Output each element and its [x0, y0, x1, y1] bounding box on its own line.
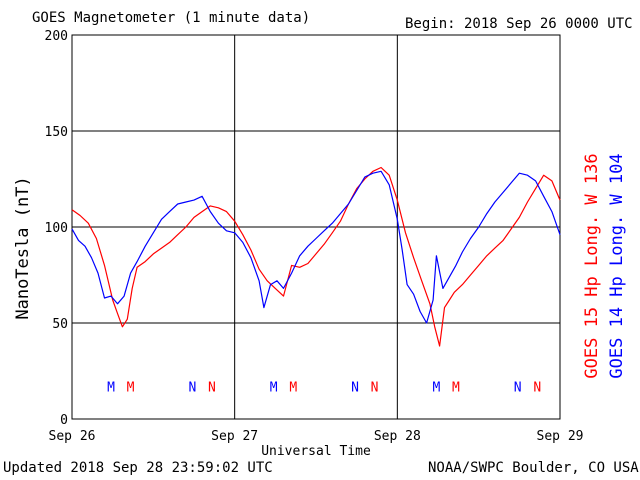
- event-marker: N: [514, 380, 522, 395]
- event-marker: N: [188, 380, 196, 395]
- y-tick-label: 100: [45, 221, 68, 236]
- chart-title: GOES Magnetometer (1 minute data): [32, 10, 311, 26]
- event-marker: N: [533, 380, 541, 395]
- y-tick-label: 200: [45, 29, 68, 44]
- updated-time: Updated 2018 Sep 28 23:59:02 UTC: [3, 460, 273, 476]
- legend-goes14: GOES 14 Hp Long. W 104: [607, 153, 627, 378]
- event-marker: M: [452, 380, 460, 395]
- y-tick-label: 50: [52, 317, 68, 332]
- data-source: NOAA/SWPC Boulder, CO USA: [428, 460, 639, 476]
- event-marker: M: [270, 380, 278, 395]
- event-marker: N: [351, 380, 359, 395]
- x-tick-label: Sep 26: [49, 429, 96, 444]
- y-axis-label: NanoTesla (nT): [13, 176, 33, 319]
- event-marker: M: [432, 380, 440, 395]
- begin-time: Begin: 2018 Sep 26 0000 UTC: [405, 16, 633, 32]
- legend-goes15: GOES 15 Hp Long. W 136: [582, 153, 602, 378]
- event-marker: N: [208, 380, 216, 395]
- x-tick-label: Sep 27: [211, 429, 258, 444]
- y-tick-label: 150: [45, 125, 68, 140]
- goes15-series-line: [71, 166, 561, 347]
- x-axis-label: Universal Time: [261, 444, 371, 459]
- x-tick-label: Sep 28: [374, 429, 421, 444]
- event-marker: M: [289, 380, 297, 395]
- event-marker: N: [371, 380, 379, 395]
- goes14-series-line: [71, 170, 561, 324]
- y-tick-label: 0: [60, 413, 68, 428]
- x-tick-label: Sep 29: [537, 429, 584, 444]
- event-marker: M: [107, 380, 115, 395]
- event-marker: M: [127, 380, 135, 395]
